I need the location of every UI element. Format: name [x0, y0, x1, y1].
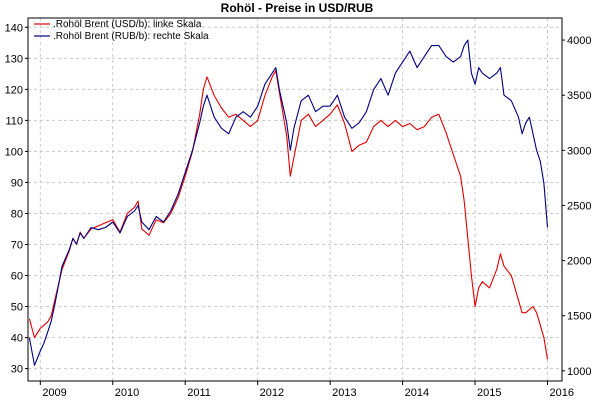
left-tick-label: 120	[5, 84, 23, 96]
legend-label: .Rohöl Brent (RUB/b): rechte Skala	[53, 31, 209, 42]
x-tick-label: 2009	[42, 387, 66, 399]
left-tick-label: 40	[11, 333, 23, 345]
legend-label: .Rohöl Brent (USD/b): linke Skala	[53, 19, 202, 30]
right-tick-label: 3000	[567, 145, 591, 157]
right-tick-label: 2000	[567, 256, 591, 268]
right-tick-label: 2500	[567, 200, 591, 212]
left-tick-label: 60	[11, 271, 23, 283]
legend: .Rohöl Brent (USD/b): linke Skala.Rohöl …	[34, 19, 209, 42]
left-tick-label: 110	[5, 115, 23, 127]
left-tick-label: 70	[11, 239, 23, 251]
x-tick-label: 2013	[332, 387, 356, 399]
right-tick-label: 1500	[567, 311, 591, 323]
left-tick-label: 140	[5, 22, 23, 34]
left-tick-label: 100	[5, 146, 23, 158]
x-axis: 2009 2010 2011 2012 2013 2014 2015 2016	[39, 381, 574, 399]
series-line-rub	[28, 39, 549, 366]
plot-frame	[27, 17, 563, 382]
right-tick-label: 3500	[567, 90, 591, 102]
x-tick-label: 2012	[260, 387, 284, 399]
left-tick-label: 30	[11, 364, 23, 376]
x-tick-label: 2016	[550, 387, 574, 399]
left-tick-label: 80	[11, 208, 23, 220]
series-line-usd	[28, 70, 549, 360]
x-tick-label: 2015	[477, 387, 501, 399]
left-tick-label: 130	[5, 53, 23, 65]
left-tick-label: 50	[11, 302, 23, 314]
right-axis: 1000 1500 2000 2500 3000 3500 4000	[562, 35, 591, 378]
series-layer	[28, 39, 549, 366]
x-tick-label: 2011	[187, 387, 211, 399]
left-tick-label: 90	[11, 177, 23, 189]
grid	[28, 18, 562, 381]
left-axis: 30 40 50 60 70 80 90 100 110 120 130 140	[5, 22, 28, 376]
chart-title: Rohöl - Preise in USD/RUB	[221, 1, 374, 15]
right-tick-label: 1000	[567, 366, 591, 378]
right-tick-label: 4000	[567, 35, 591, 47]
x-tick-label: 2014	[405, 387, 429, 399]
x-tick-label: 2010	[115, 387, 139, 399]
